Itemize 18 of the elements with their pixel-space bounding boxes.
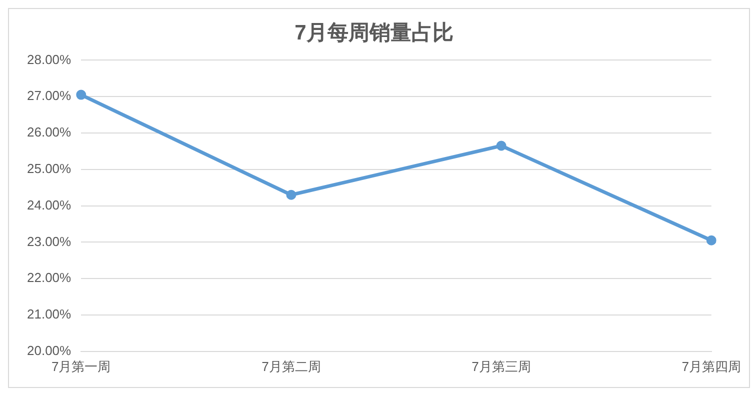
point bbox=[76, 90, 86, 100]
y-tick-label: 20.00% bbox=[26, 342, 72, 358]
x-tick-label: 7月第二周 bbox=[262, 358, 321, 374]
y-tick-label: 26.00% bbox=[26, 124, 72, 140]
point bbox=[496, 140, 506, 151]
y-tick-label: 28.00% bbox=[26, 52, 72, 67]
y-tick-label: 24.00% bbox=[26, 197, 72, 212]
y-tick-label: 22.00% bbox=[26, 270, 72, 286]
y-tick-label: 21.00% bbox=[26, 306, 72, 322]
x-tick-label: 7月第一周 bbox=[51, 358, 111, 374]
point bbox=[706, 235, 716, 246]
y-tick-label: 27.00% bbox=[26, 88, 72, 104]
x-tick-label: 7月第三周 bbox=[472, 358, 531, 374]
chart-title: 7月每周销量占比 bbox=[294, 21, 454, 44]
y-tick-label: 23.00% bbox=[26, 234, 72, 249]
point bbox=[286, 190, 296, 200]
x-tick-label: 7月第四周 bbox=[682, 358, 741, 374]
y-tick-label: 25.00% bbox=[26, 160, 72, 176]
